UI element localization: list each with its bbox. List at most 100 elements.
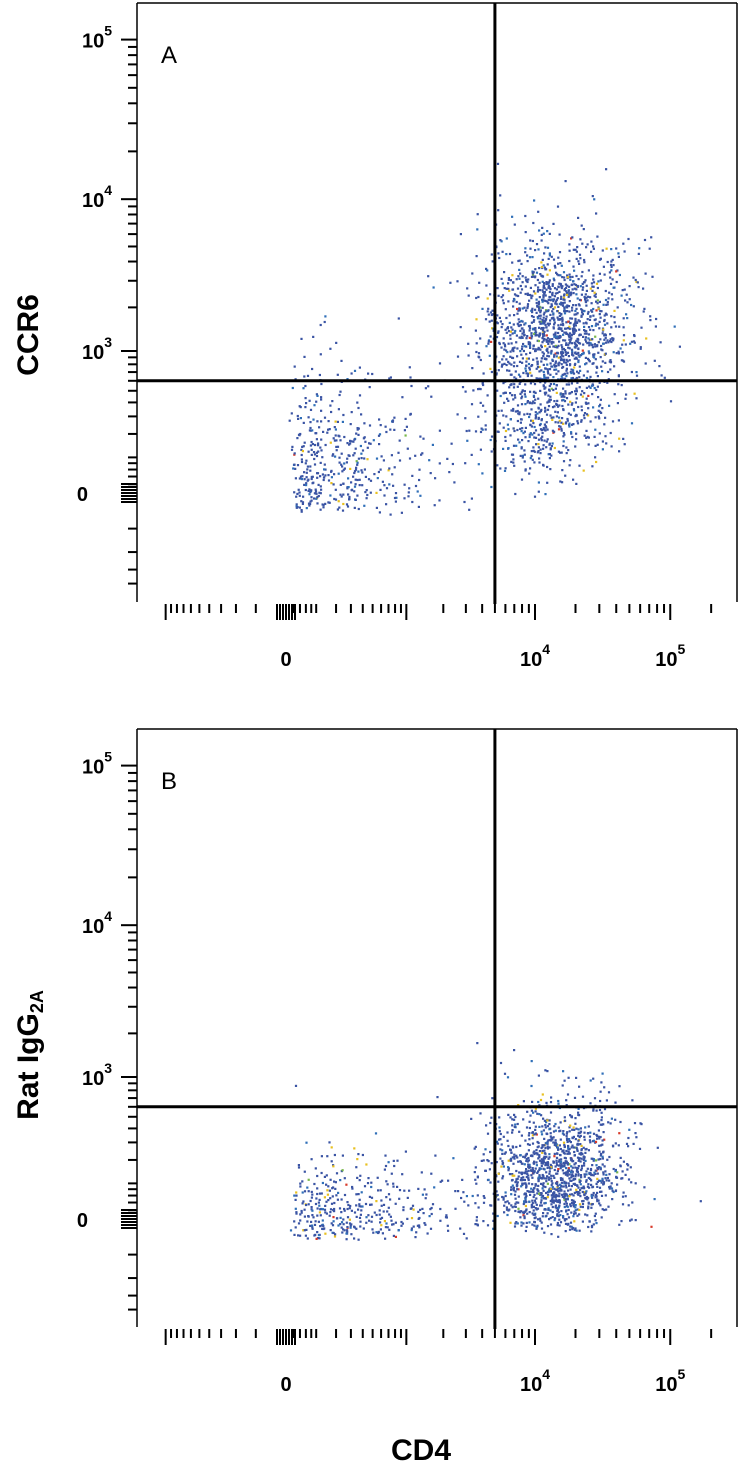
event-dot bbox=[522, 349, 525, 353]
event-dot bbox=[557, 335, 560, 338]
event-dot bbox=[520, 1224, 523, 1227]
event-dot bbox=[545, 310, 548, 313]
event-dot bbox=[551, 291, 554, 294]
event-dot bbox=[311, 1209, 314, 1212]
event-dots bbox=[288, 162, 681, 516]
event-dot bbox=[558, 340, 561, 343]
event-dot bbox=[563, 1162, 566, 1165]
event-dot bbox=[557, 327, 560, 330]
event-dot bbox=[568, 425, 571, 428]
event-dot bbox=[579, 1127, 582, 1130]
event-dot bbox=[600, 1181, 603, 1184]
event-dot bbox=[524, 292, 527, 296]
event-dot bbox=[595, 371, 598, 374]
event-dot bbox=[541, 258, 544, 261]
event-dot bbox=[526, 292, 529, 295]
event-dot bbox=[591, 362, 594, 365]
event-dot bbox=[555, 288, 558, 291]
event-dot bbox=[532, 347, 535, 350]
event-dot bbox=[298, 477, 301, 480]
event-dot bbox=[310, 475, 313, 479]
event-dot bbox=[416, 1224, 419, 1227]
event-dot bbox=[501, 323, 504, 326]
event-dot bbox=[325, 1200, 328, 1203]
event-dot bbox=[310, 1220, 313, 1223]
event-dot bbox=[559, 356, 562, 359]
event-dot bbox=[528, 1190, 531, 1193]
event-dot bbox=[587, 359, 590, 362]
event-dot bbox=[622, 359, 625, 362]
x-tick-exponent: 5 bbox=[677, 1366, 685, 1382]
event-dot bbox=[513, 394, 516, 397]
event-dot bbox=[601, 448, 604, 451]
event-dot bbox=[296, 506, 299, 509]
event-dot bbox=[528, 344, 532, 347]
x-tick-label: 105 bbox=[655, 1366, 685, 1396]
event-dot bbox=[556, 1152, 559, 1155]
event-dot bbox=[639, 346, 642, 349]
event-dot bbox=[507, 428, 510, 431]
event-dot bbox=[539, 1167, 542, 1170]
event-dot bbox=[613, 315, 616, 319]
event-dot bbox=[507, 300, 510, 303]
event-dot bbox=[530, 450, 533, 453]
event-dot bbox=[570, 1201, 574, 1205]
event-dot bbox=[547, 257, 550, 260]
event-dot bbox=[309, 421, 312, 424]
event-dot bbox=[538, 424, 542, 427]
event-dot bbox=[564, 349, 567, 352]
y-tick-exponent: 4 bbox=[104, 908, 112, 924]
event-dot bbox=[554, 1204, 557, 1207]
event-dot bbox=[562, 1130, 565, 1133]
event-dot bbox=[577, 341, 580, 345]
event-dot bbox=[551, 1197, 554, 1200]
event-dot bbox=[510, 1151, 513, 1154]
event-dot bbox=[548, 398, 551, 401]
event-dot bbox=[563, 1193, 566, 1196]
event-dot bbox=[522, 1100, 525, 1103]
event-dot bbox=[583, 1162, 586, 1165]
event-dot bbox=[507, 277, 510, 280]
event-dot bbox=[560, 344, 563, 347]
event-dot bbox=[550, 1136, 553, 1140]
event-dot bbox=[564, 1198, 567, 1201]
event-dot bbox=[577, 1165, 580, 1168]
event-dot bbox=[549, 1188, 552, 1191]
event-dot bbox=[320, 396, 323, 399]
event-dot bbox=[408, 366, 411, 369]
event-dot bbox=[531, 270, 534, 273]
event-dot bbox=[535, 367, 538, 370]
event-dot bbox=[482, 1195, 485, 1198]
event-dot bbox=[622, 1160, 625, 1163]
event-dot bbox=[520, 1179, 524, 1182]
event-dot bbox=[501, 1195, 504, 1199]
event-dot bbox=[565, 1167, 568, 1170]
event-dot bbox=[539, 1201, 543, 1204]
event-dot bbox=[500, 296, 503, 299]
event-dot bbox=[587, 1201, 590, 1204]
event-dot bbox=[565, 421, 568, 424]
event-dot bbox=[577, 351, 580, 354]
event-dot bbox=[358, 1198, 361, 1201]
event-dot bbox=[540, 1199, 543, 1202]
event-dot bbox=[568, 285, 571, 288]
event-dot bbox=[502, 426, 505, 429]
event-dot bbox=[490, 313, 493, 317]
event-dot bbox=[579, 1174, 583, 1177]
event-dot bbox=[542, 370, 545, 373]
event-dot bbox=[588, 1220, 591, 1223]
event-dot bbox=[566, 1169, 569, 1172]
event-dot bbox=[599, 1157, 602, 1161]
event-dot bbox=[324, 315, 327, 318]
event-dot bbox=[310, 477, 313, 481]
event-dot bbox=[505, 331, 508, 334]
event-dot bbox=[333, 439, 336, 442]
event-dot bbox=[567, 295, 570, 298]
event-dot bbox=[541, 431, 544, 435]
event-dot bbox=[332, 1165, 335, 1168]
event-dot bbox=[596, 1137, 599, 1140]
event-dot bbox=[356, 1158, 359, 1161]
event-dot bbox=[597, 1121, 601, 1124]
event-dot bbox=[566, 1163, 569, 1166]
event-dot bbox=[396, 1185, 399, 1188]
